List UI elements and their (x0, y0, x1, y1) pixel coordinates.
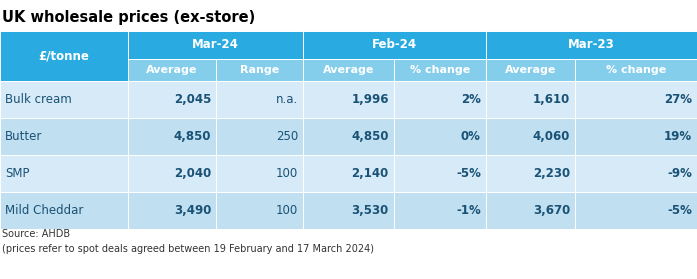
Text: Average: Average (146, 65, 197, 75)
Bar (303, 118, 394, 155)
Text: Butter: Butter (5, 130, 43, 143)
Bar (216, 155, 303, 192)
Bar (303, 155, 394, 192)
Bar (216, 81, 303, 118)
Bar (394, 192, 486, 229)
Bar (303, 31, 486, 59)
Bar (128, 59, 216, 81)
Text: 1,610: 1,610 (533, 93, 570, 106)
Text: Feb-24: Feb-24 (372, 39, 417, 52)
Bar (394, 59, 486, 81)
Text: (prices refer to spot deals agreed between 19 February and 17 March 2024): (prices refer to spot deals agreed betwe… (2, 244, 374, 254)
Text: SMP: SMP (5, 167, 29, 180)
Bar (486, 31, 697, 59)
Text: 3,670: 3,670 (533, 204, 570, 217)
Bar (486, 59, 575, 81)
Bar (486, 118, 575, 155)
Text: 250: 250 (276, 130, 298, 143)
Text: 2,045: 2,045 (174, 93, 211, 106)
Bar (0, 118, 128, 155)
Bar (0, 192, 128, 229)
Text: 3,490: 3,490 (174, 204, 211, 217)
Bar (575, 59, 697, 81)
Bar (575, 81, 697, 118)
Bar (394, 155, 486, 192)
Text: 0%: 0% (461, 130, 481, 143)
Text: 2,140: 2,140 (351, 167, 389, 180)
Text: Bulk cream: Bulk cream (5, 93, 72, 106)
Text: Mar-24: Mar-24 (192, 39, 239, 52)
Bar (128, 155, 216, 192)
Text: 2,230: 2,230 (533, 167, 570, 180)
Bar (128, 81, 216, 118)
Text: 27%: 27% (664, 93, 692, 106)
Bar (128, 31, 303, 59)
Text: 2,040: 2,040 (174, 167, 211, 180)
Text: £/tonne: £/tonne (38, 49, 89, 62)
Text: Range: Range (240, 65, 279, 75)
Text: n.a.: n.a. (276, 93, 298, 106)
Bar (216, 192, 303, 229)
Text: -1%: -1% (456, 204, 481, 217)
Text: -5%: -5% (456, 167, 481, 180)
Bar (128, 192, 216, 229)
Bar (128, 118, 216, 155)
Bar (303, 59, 394, 81)
Text: 2%: 2% (461, 93, 481, 106)
Bar (575, 192, 697, 229)
Bar (216, 118, 303, 155)
Text: 100: 100 (276, 204, 298, 217)
Bar (303, 192, 394, 229)
Text: 4,850: 4,850 (174, 130, 211, 143)
Text: Mar-23: Mar-23 (568, 39, 615, 52)
Text: Source: AHDB: Source: AHDB (2, 229, 70, 239)
Bar (394, 118, 486, 155)
Bar (486, 155, 575, 192)
Text: 4,850: 4,850 (351, 130, 389, 143)
Bar (575, 118, 697, 155)
Bar (0, 31, 128, 81)
Text: -5%: -5% (667, 204, 692, 217)
Bar (486, 192, 575, 229)
Text: 19%: 19% (664, 130, 692, 143)
Text: 4,060: 4,060 (533, 130, 570, 143)
Text: 3,530: 3,530 (351, 204, 389, 217)
Bar (486, 81, 575, 118)
Text: Average: Average (505, 65, 556, 75)
Text: 1,996: 1,996 (351, 93, 389, 106)
Text: Mild Cheddar: Mild Cheddar (5, 204, 84, 217)
Text: Average: Average (323, 65, 374, 75)
Bar (0, 155, 128, 192)
Text: -9%: -9% (667, 167, 692, 180)
Bar (575, 155, 697, 192)
Bar (394, 81, 486, 118)
Text: 100: 100 (276, 167, 298, 180)
Text: UK wholesale prices (ex-store): UK wholesale prices (ex-store) (2, 10, 255, 25)
Bar (216, 59, 303, 81)
Bar (0, 81, 128, 118)
Bar (303, 81, 394, 118)
Text: % change: % change (410, 65, 470, 75)
Text: % change: % change (606, 65, 666, 75)
